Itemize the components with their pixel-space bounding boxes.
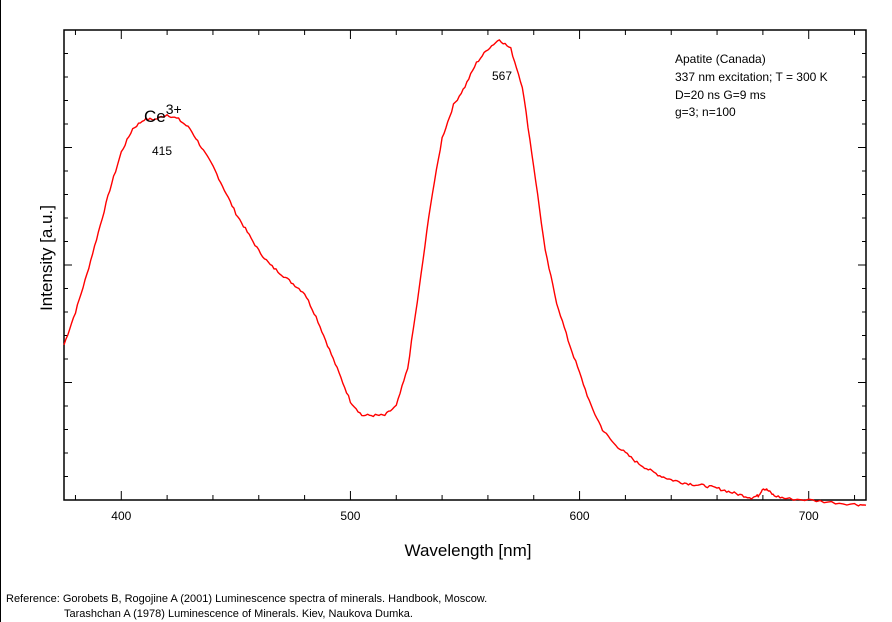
info-line-1: Apatite (Canada) (675, 52, 766, 66)
y-axis-title: Intensity [a.u.] (37, 205, 56, 311)
peak-label-415: 415 (152, 144, 172, 158)
page-left-border (0, 0, 1, 622)
x-tick-label: 500 (340, 509, 360, 523)
x-axis-title: Wavelength [nm] (405, 541, 532, 560)
ion-label: Ce3+ (144, 101, 182, 126)
x-tick-label: 600 (570, 509, 590, 523)
reference-line-1: Reference: Gorobets B, Rogojine A (2001)… (6, 593, 488, 605)
spectrum-chart: 400 500 600 700 Wavelength [nm] Intensity [… (37, 29, 867, 560)
x-tick-label: 400 (111, 509, 131, 523)
peak-label-567: 567 (492, 69, 512, 83)
info-line-2: 337 nm excitation; T = 300 K (675, 70, 828, 84)
axis-ticks (64, 30, 866, 500)
series-line (63, 39, 867, 507)
x-tick-label: 700 (799, 509, 819, 523)
x-tick-labels: 400 500 600 700 (111, 509, 819, 523)
ion-base: Ce (144, 107, 166, 126)
reference-line-2: Tarashchan A (1978) Luminescence of Mine… (64, 608, 413, 620)
info-line-4: g=3; n=100 (675, 105, 736, 119)
ion-superscript: 3+ (166, 101, 182, 117)
info-line-3: D=20 ns G=9 ms (675, 88, 766, 102)
